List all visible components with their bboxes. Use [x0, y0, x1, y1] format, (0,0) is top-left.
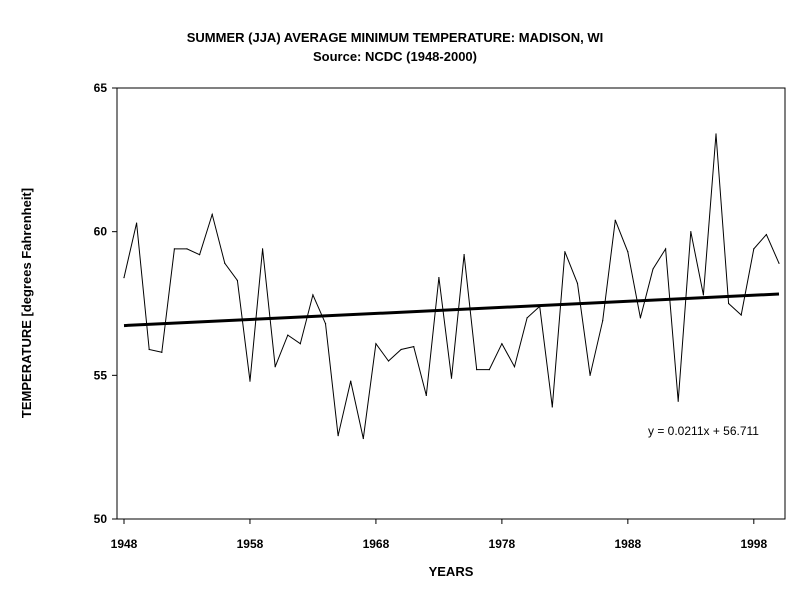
data-point — [362, 437, 364, 440]
data-point — [740, 314, 742, 316]
chart-title: SUMMER (JJA) AVERAGE MINIMUM TEMPERATURE… — [187, 30, 603, 45]
data-point — [173, 248, 175, 250]
data-point — [614, 219, 616, 221]
data-point — [778, 262, 780, 264]
data-point — [677, 400, 679, 402]
data-point — [186, 248, 188, 250]
y-tick-label: 60 — [94, 225, 108, 239]
data-point — [639, 317, 642, 319]
data-point — [652, 268, 654, 270]
x-axis-label: YEARS — [429, 564, 474, 579]
data-point — [274, 366, 276, 368]
data-point — [627, 251, 629, 253]
data-point — [337, 435, 339, 437]
y-tick-label: 50 — [94, 512, 108, 526]
data-point — [287, 334, 289, 336]
data-point — [715, 133, 717, 135]
x-tick-label: 1988 — [614, 537, 641, 551]
y-tick-label: 65 — [94, 81, 108, 95]
data-point — [551, 406, 553, 408]
data-point — [148, 348, 150, 351]
data-point — [425, 394, 427, 397]
trend-equation: y = 0.0211x + 56.711 — [648, 424, 759, 438]
data-point — [400, 348, 402, 351]
data-point — [350, 380, 352, 382]
data-point — [299, 343, 301, 345]
data-point — [576, 282, 579, 284]
data-point — [765, 233, 768, 236]
data-point — [728, 302, 730, 305]
x-tick-label: 1998 — [740, 537, 767, 551]
data-point — [387, 360, 390, 362]
x-tick-label: 1968 — [363, 537, 390, 551]
data-point — [375, 343, 377, 345]
chart-subtitle: Source: NCDC (1948-2000) — [313, 49, 477, 64]
data-point — [602, 320, 604, 322]
data-point — [476, 368, 478, 371]
data-point — [488, 368, 490, 371]
data-point — [589, 374, 591, 376]
data-point — [702, 294, 705, 296]
data-point — [312, 294, 314, 296]
data-point — [753, 248, 755, 250]
data-point — [450, 377, 453, 379]
data-point — [438, 277, 440, 279]
x-tick-label: 1948 — [111, 537, 138, 551]
y-tick-label: 55 — [94, 368, 108, 382]
data-point — [324, 323, 327, 325]
data-point — [564, 251, 566, 253]
data-point — [161, 351, 163, 353]
plot-area — [116, 87, 786, 520]
x-tick-label: 1978 — [489, 537, 516, 551]
data-point — [198, 254, 201, 256]
data-point — [501, 343, 503, 345]
data-point — [261, 248, 264, 250]
y-axis-label: TEMPERATURE [degrees Fahrenheit] — [19, 188, 34, 418]
data-point — [463, 254, 465, 256]
data-point — [526, 317, 528, 319]
data-point — [513, 366, 516, 368]
data-point — [413, 346, 415, 348]
data-point — [123, 277, 125, 279]
data-point — [135, 222, 138, 224]
data-point — [211, 213, 213, 216]
x-tick-label: 1958 — [237, 537, 264, 551]
data-point — [236, 279, 238, 282]
data-point — [665, 248, 667, 250]
data-point — [224, 262, 226, 264]
data-point — [539, 305, 541, 307]
trend-line — [123, 292, 780, 328]
data-point — [690, 231, 692, 233]
data-point — [249, 380, 251, 382]
